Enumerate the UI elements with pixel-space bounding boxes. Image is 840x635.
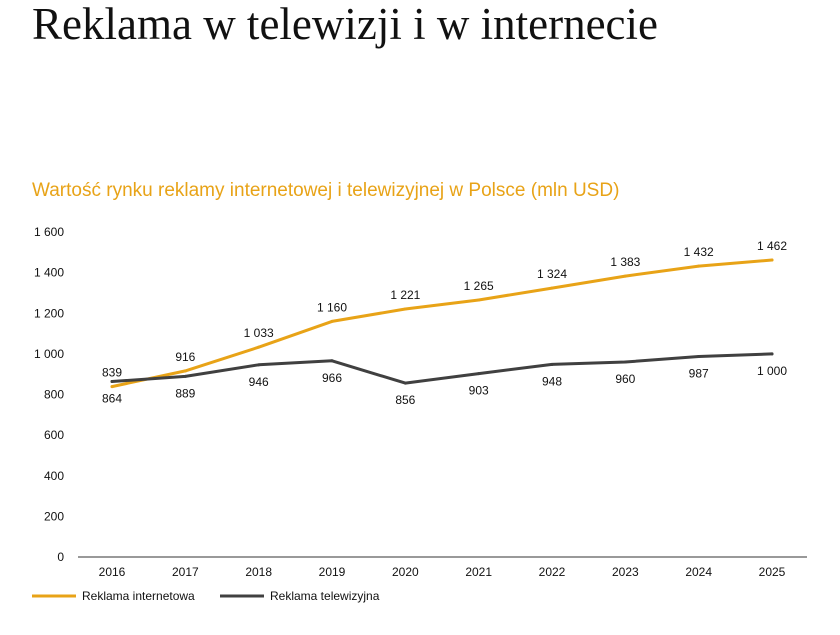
data-label: 1 160 xyxy=(317,300,347,314)
data-label: 1 000 xyxy=(757,364,787,378)
legend-item: Reklama telewizyjna xyxy=(220,589,380,603)
data-point xyxy=(110,385,114,389)
data-label: 1 432 xyxy=(684,245,714,259)
x-tick-label: 2025 xyxy=(759,565,786,579)
data-label: 946 xyxy=(249,375,269,389)
x-tick-label: 2024 xyxy=(685,565,712,579)
data-label: 889 xyxy=(175,386,195,400)
data-point xyxy=(403,381,407,385)
data-label: 1 221 xyxy=(390,288,420,302)
y-tick-label: 1 400 xyxy=(34,266,64,280)
chart-title: Wartość rynku reklamy internetowej i tel… xyxy=(32,180,620,201)
data-label: 864 xyxy=(102,392,122,406)
series-tv: 864 889 946 966 856 903 948 960 987 1 000 xyxy=(102,352,787,407)
data-point xyxy=(550,362,554,366)
data-point xyxy=(330,359,334,363)
data-point xyxy=(257,363,261,367)
data-point xyxy=(550,286,554,290)
legend-label: Reklama internetowa xyxy=(82,589,195,603)
data-label: 960 xyxy=(615,372,635,386)
y-tick-label: 600 xyxy=(44,428,64,442)
x-tick-label: 2022 xyxy=(539,565,566,579)
y-tick-label: 0 xyxy=(57,550,64,564)
series-internet: 839 916 1 033 1 160 1 221 1 265 1 324 1 383 1 43… xyxy=(102,239,787,389)
x-tick-label: 2016 xyxy=(99,565,126,579)
x-tick-label: 2020 xyxy=(392,565,419,579)
y-axis: 0 200 400 600 800 1 000 1 200 1 400 1 600 xyxy=(34,225,64,564)
data-point xyxy=(697,264,701,268)
data-point xyxy=(330,319,334,323)
data-point xyxy=(477,298,481,302)
x-tick-label: 2021 xyxy=(465,565,492,579)
data-label: 1 462 xyxy=(757,239,787,253)
data-label: 1 265 xyxy=(464,279,494,293)
data-point xyxy=(110,380,114,383)
data-point xyxy=(257,345,261,349)
legend-item: Reklama internetowa xyxy=(32,589,195,603)
x-tick-label: 2019 xyxy=(319,565,346,579)
series-line xyxy=(110,258,774,389)
data-label: 1 324 xyxy=(537,267,567,281)
y-tick-label: 400 xyxy=(44,469,64,483)
x-axis: 2016 2017 2018 2019 2020 2021 2022 2023 2024 2025 xyxy=(78,556,807,579)
data-label: 1 383 xyxy=(610,255,640,269)
data-point xyxy=(697,355,701,359)
data-point xyxy=(183,374,187,378)
legend-label: Reklama telewizyjna xyxy=(270,589,380,603)
data-point xyxy=(477,372,481,376)
data-label: 966 xyxy=(322,371,342,385)
y-tick-label: 200 xyxy=(44,509,64,523)
data-label: 916 xyxy=(175,350,195,364)
legend: Reklama internetowa Reklama telewizyjna xyxy=(32,589,380,603)
data-label: 948 xyxy=(542,374,562,388)
y-tick-label: 800 xyxy=(44,388,64,402)
y-tick-label: 1 000 xyxy=(34,347,64,361)
data-label: 839 xyxy=(102,366,122,380)
data-point xyxy=(623,360,627,364)
data-point xyxy=(770,352,774,356)
page-title: Reklama w telewizji i w internecie xyxy=(32,0,659,49)
data-label: 856 xyxy=(395,393,415,407)
data-label: 903 xyxy=(469,384,489,398)
series-layer: 839 916 1 033 1 160 1 221 1 265 1 324 1 383 1 43… xyxy=(102,239,787,407)
data-label: 987 xyxy=(689,367,709,381)
data-point xyxy=(623,274,627,278)
x-tick-label: 2018 xyxy=(245,565,272,579)
x-tick-label: 2023 xyxy=(612,565,639,579)
data-point xyxy=(183,369,187,373)
data-point xyxy=(403,307,407,311)
y-tick-label: 1 600 xyxy=(34,225,64,239)
y-tick-label: 1 200 xyxy=(34,306,64,320)
x-tick-label: 2017 xyxy=(172,565,199,579)
data-point xyxy=(770,258,774,262)
data-label: 1 033 xyxy=(244,326,274,340)
series-line xyxy=(110,352,774,385)
